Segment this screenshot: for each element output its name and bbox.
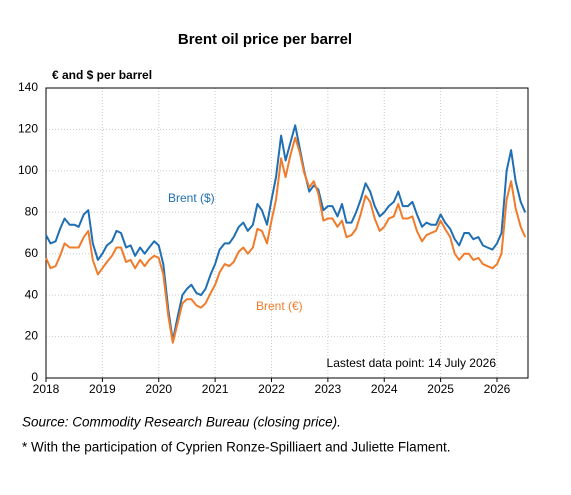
y-tick-label: 40: [25, 287, 39, 301]
series-line: [45, 124, 527, 342]
y-axis-label: € and $ per barrel: [52, 68, 152, 82]
x-tick-label: 2022: [258, 382, 285, 396]
y-tick-label: 60: [25, 246, 39, 260]
series-label: Brent (€): [256, 299, 303, 313]
x-tick-label: 2018: [33, 382, 60, 396]
y-tick-label: 140: [18, 80, 38, 94]
y-tick-label: 0: [31, 370, 38, 384]
footnote: * With the participation of Cyprien Ronz…: [22, 440, 450, 455]
annotation: Lastest data point: 14 July 2026: [327, 356, 497, 370]
y-tick-label: 120: [18, 122, 38, 136]
chart-title: Brent oil price per barrel: [178, 31, 352, 48]
source: Source: Commodity Research Bureau (closi…: [22, 415, 341, 430]
x-tick-label: 2023: [315, 382, 342, 396]
x-tick-label: 2021: [202, 382, 229, 396]
y-tick-label: 20: [25, 329, 39, 343]
plot-frame: [45, 87, 529, 379]
x-tick-label: 2019: [89, 382, 116, 396]
x-tick-label: 2020: [145, 382, 172, 396]
y-tick-label: 100: [18, 163, 38, 177]
x-tick-label: 2025: [427, 382, 454, 396]
x-tick-label: 2024: [371, 382, 398, 396]
y-tick-label: 80: [25, 204, 39, 218]
series-line: [45, 136, 527, 344]
series-label: Brent ($): [168, 191, 215, 205]
x-tick-label: 2026: [484, 382, 511, 396]
